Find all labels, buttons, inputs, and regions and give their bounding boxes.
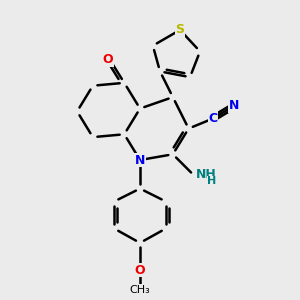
Text: S: S — [176, 23, 184, 37]
Text: NH: NH — [196, 168, 217, 181]
Text: O: O — [135, 263, 145, 277]
Text: H: H — [207, 176, 216, 186]
Text: O: O — [102, 53, 113, 67]
Text: N: N — [135, 154, 145, 166]
Text: N: N — [229, 99, 239, 112]
Text: C: C — [208, 112, 218, 125]
Text: CH₃: CH₃ — [130, 285, 150, 295]
